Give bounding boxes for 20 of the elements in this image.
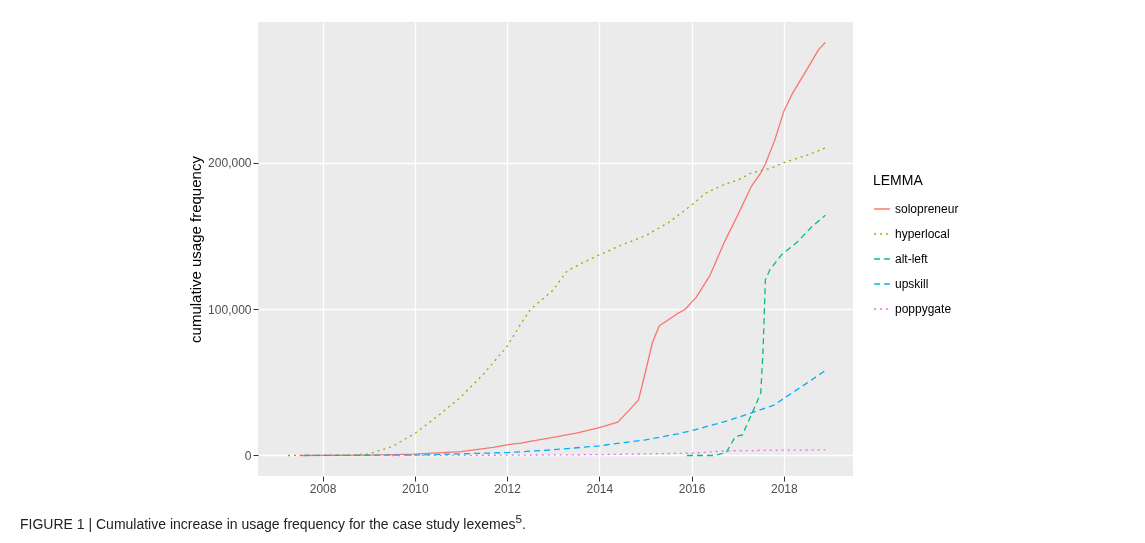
line-series <box>287 147 826 457</box>
line-series <box>303 369 826 457</box>
caption: FIGURE 1 | Cumulative increase in usage frequency for the case study lexemes$^{5}$. <box>20 512 526 532</box>
x-tick-label: 2012 <box>494 481 522 496</box>
legend-title: LEMMA <box>873 172 924 188</box>
x-tick-label: 2018 <box>770 481 798 496</box>
x-tick-label: 2008 <box>309 481 337 496</box>
y-axis-title: cumulative usage frequency <box>187 155 205 343</box>
y-tick-label: 0 <box>244 449 252 463</box>
y-tick-label: 200,000 <box>208 156 252 171</box>
x-tick-label: 2016 <box>678 481 706 496</box>
legend-label: hyperlocal <box>895 227 950 241</box>
legend-label: poppygate <box>895 302 952 316</box>
x-tick-label: 2014 <box>586 481 614 496</box>
legend-label: upskill <box>895 277 929 291</box>
y-tick-label: 100,000 <box>208 302 252 317</box>
x-tick-label: 2010 <box>401 481 429 496</box>
line-series <box>686 214 826 457</box>
legend-label: alt-left <box>895 252 929 266</box>
legend-label: solopreneur <box>895 202 959 216</box>
